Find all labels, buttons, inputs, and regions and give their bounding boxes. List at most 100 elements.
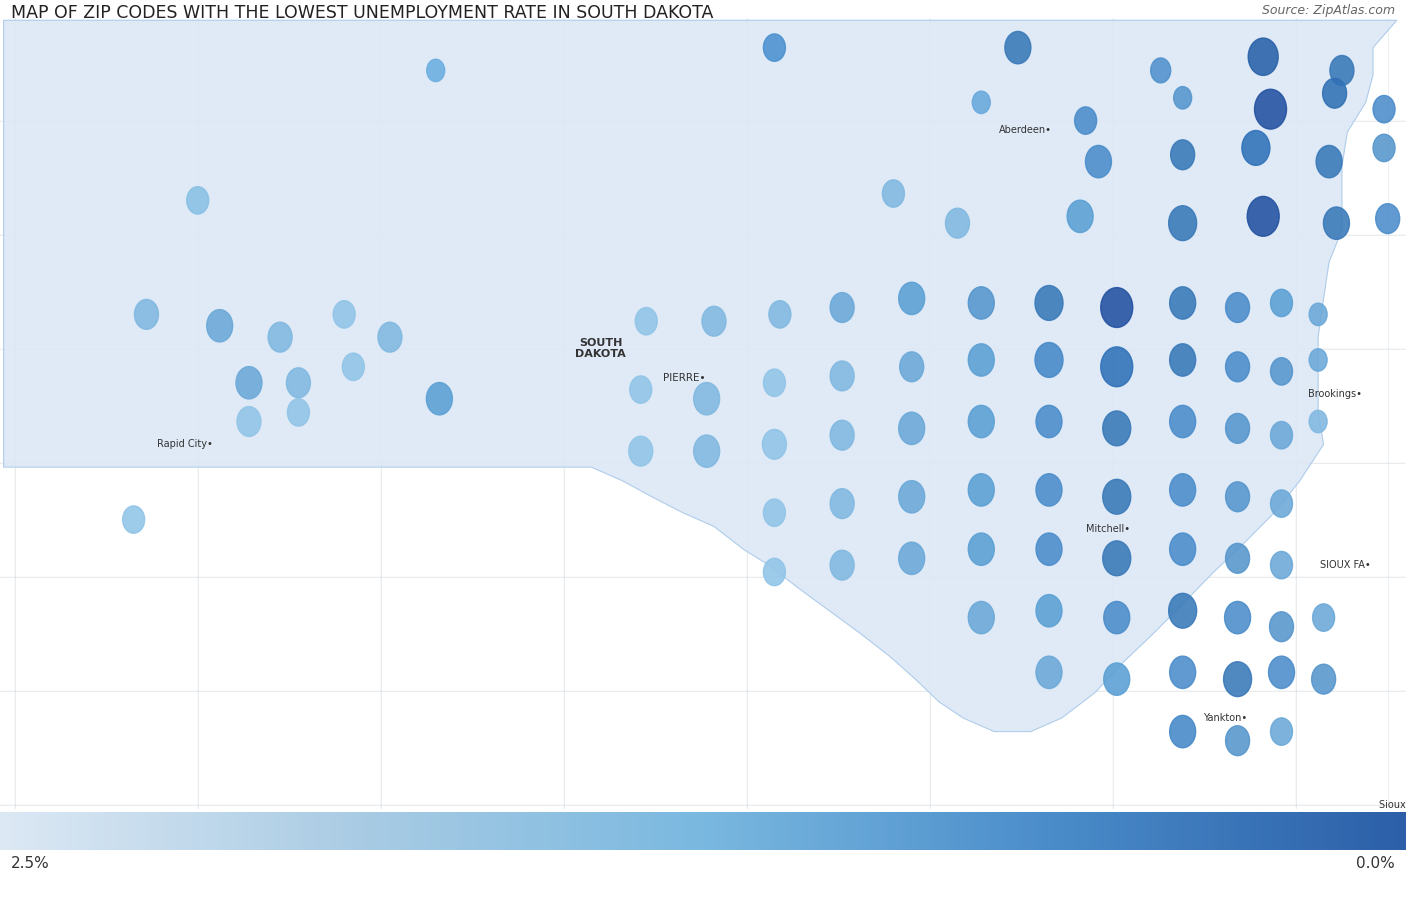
Circle shape bbox=[122, 506, 145, 533]
Circle shape bbox=[1313, 604, 1334, 631]
Circle shape bbox=[1323, 78, 1347, 108]
Circle shape bbox=[1102, 479, 1130, 514]
Circle shape bbox=[1102, 411, 1130, 446]
Circle shape bbox=[1241, 130, 1270, 165]
Circle shape bbox=[945, 209, 970, 238]
Circle shape bbox=[763, 499, 786, 527]
Circle shape bbox=[1170, 343, 1195, 376]
Circle shape bbox=[898, 412, 925, 444]
Circle shape bbox=[630, 376, 652, 404]
Circle shape bbox=[342, 353, 364, 380]
Circle shape bbox=[1174, 86, 1192, 109]
Circle shape bbox=[1226, 543, 1250, 574]
Circle shape bbox=[287, 368, 311, 397]
Circle shape bbox=[898, 282, 925, 315]
Circle shape bbox=[333, 300, 356, 328]
Circle shape bbox=[378, 322, 402, 352]
Text: Sioux City•: Sioux City• bbox=[1378, 799, 1406, 809]
Text: SOUTH
DAKOTA: SOUTH DAKOTA bbox=[575, 338, 626, 360]
Text: 0.0%: 0.0% bbox=[1355, 856, 1395, 871]
Circle shape bbox=[1170, 287, 1195, 319]
Circle shape bbox=[1074, 107, 1097, 134]
Circle shape bbox=[1085, 146, 1111, 178]
Circle shape bbox=[1271, 718, 1292, 745]
Circle shape bbox=[1226, 414, 1250, 443]
Circle shape bbox=[1223, 662, 1251, 697]
Circle shape bbox=[1316, 146, 1343, 178]
Circle shape bbox=[693, 383, 720, 415]
Circle shape bbox=[1171, 140, 1195, 170]
Circle shape bbox=[969, 343, 994, 376]
Circle shape bbox=[969, 287, 994, 319]
Circle shape bbox=[1225, 601, 1250, 634]
Circle shape bbox=[207, 309, 232, 342]
Circle shape bbox=[763, 369, 786, 396]
Circle shape bbox=[1101, 288, 1133, 327]
Circle shape bbox=[1375, 204, 1400, 234]
Circle shape bbox=[1170, 716, 1195, 748]
Circle shape bbox=[1271, 551, 1292, 579]
Circle shape bbox=[763, 34, 786, 61]
Circle shape bbox=[1271, 490, 1292, 517]
Circle shape bbox=[1102, 541, 1130, 575]
Circle shape bbox=[1036, 656, 1062, 689]
Text: Aberdeen•: Aberdeen• bbox=[998, 125, 1052, 135]
Circle shape bbox=[1309, 410, 1327, 432]
Circle shape bbox=[1036, 533, 1062, 565]
Circle shape bbox=[426, 59, 444, 82]
Polygon shape bbox=[4, 21, 1396, 732]
Circle shape bbox=[238, 406, 262, 436]
Circle shape bbox=[1226, 482, 1250, 512]
Circle shape bbox=[1247, 196, 1279, 236]
Circle shape bbox=[1170, 656, 1195, 689]
Circle shape bbox=[1104, 601, 1130, 634]
Circle shape bbox=[1170, 405, 1195, 438]
Circle shape bbox=[830, 420, 853, 450]
Circle shape bbox=[1312, 664, 1336, 694]
Circle shape bbox=[830, 550, 853, 580]
Circle shape bbox=[1374, 134, 1395, 162]
Text: PIERRE•: PIERRE• bbox=[664, 373, 706, 383]
Circle shape bbox=[135, 299, 159, 329]
Text: 2.5%: 2.5% bbox=[11, 856, 51, 871]
Circle shape bbox=[1271, 358, 1292, 385]
Circle shape bbox=[628, 436, 652, 466]
Circle shape bbox=[830, 292, 853, 323]
Circle shape bbox=[1226, 725, 1250, 756]
Circle shape bbox=[830, 489, 853, 519]
Circle shape bbox=[269, 322, 292, 352]
Circle shape bbox=[1150, 58, 1171, 83]
Text: Yankton•: Yankton• bbox=[1202, 713, 1247, 723]
Circle shape bbox=[830, 361, 853, 391]
Circle shape bbox=[898, 542, 925, 574]
Circle shape bbox=[1374, 95, 1395, 123]
Text: Brookings•: Brookings• bbox=[1308, 389, 1361, 399]
Circle shape bbox=[1036, 474, 1062, 506]
Circle shape bbox=[1323, 207, 1350, 239]
Circle shape bbox=[636, 307, 657, 335]
Circle shape bbox=[1249, 38, 1278, 76]
Text: Mitchell•: Mitchell• bbox=[1085, 524, 1129, 534]
Circle shape bbox=[693, 435, 720, 467]
Circle shape bbox=[1101, 347, 1133, 387]
Circle shape bbox=[1104, 663, 1130, 695]
Circle shape bbox=[236, 367, 262, 399]
Circle shape bbox=[1170, 474, 1195, 506]
Text: MAP OF ZIP CODES WITH THE LOWEST UNEMPLOYMENT RATE IN SOUTH DAKOTA: MAP OF ZIP CODES WITH THE LOWEST UNEMPLO… bbox=[11, 4, 714, 22]
Circle shape bbox=[1254, 89, 1286, 129]
Circle shape bbox=[1271, 422, 1292, 449]
Circle shape bbox=[969, 601, 994, 634]
Circle shape bbox=[1270, 611, 1294, 642]
Circle shape bbox=[1309, 349, 1327, 371]
Circle shape bbox=[762, 430, 786, 459]
Circle shape bbox=[973, 91, 990, 113]
Circle shape bbox=[898, 481, 925, 513]
Text: Source: ZipAtlas.com: Source: ZipAtlas.com bbox=[1261, 4, 1395, 17]
Circle shape bbox=[1067, 200, 1092, 233]
Circle shape bbox=[1309, 303, 1327, 325]
Circle shape bbox=[1330, 56, 1354, 85]
Text: Rapid City•: Rapid City• bbox=[157, 440, 212, 450]
Circle shape bbox=[1226, 292, 1250, 323]
Circle shape bbox=[1035, 343, 1063, 378]
Circle shape bbox=[969, 405, 994, 438]
